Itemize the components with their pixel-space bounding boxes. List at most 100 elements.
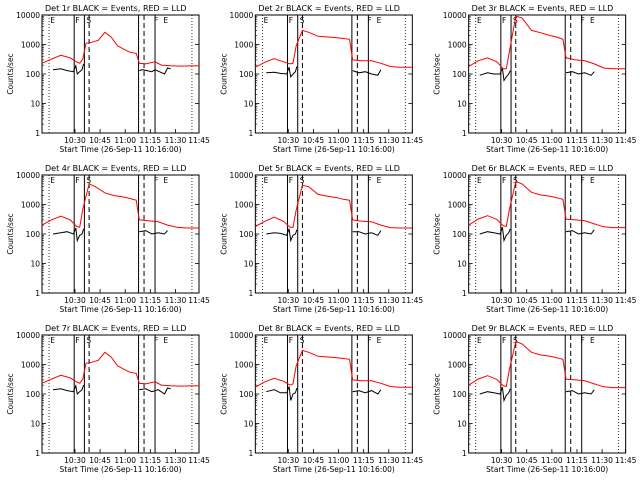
interval-marker-letter: S — [300, 176, 305, 185]
y-tick-label: 10 — [244, 100, 254, 109]
panel-title: Det 5r BLACK = Events, RED = LLD — [258, 164, 400, 173]
panel-det-2: Det 2r BLACK = Events, RED = LLD 1 10 100 10… — [219, 4, 423, 154]
interval-marker-letter: E — [163, 336, 168, 345]
y-tick-label: 1 — [35, 129, 40, 138]
plot-frame — [41, 334, 200, 454]
series-line-events — [479, 387, 595, 403]
y-tick-label: 10000 — [443, 171, 467, 180]
x-tick-label: 10:45 — [89, 456, 111, 465]
interval-marker-letter: E — [50, 336, 55, 345]
x-tick-label: 11:45 — [615, 296, 637, 305]
x-tick-label: 10:30 — [64, 456, 86, 465]
x-tick-label: 10:30 — [64, 296, 86, 305]
interval-marker-letter: S — [86, 16, 91, 25]
y-axis-title: Counts/sec — [433, 373, 442, 414]
x-axis-title: Start Time (26-Sep-11 10:16:00) — [60, 305, 182, 314]
panel-det-7: Det 7r BLACK = Events, RED = LLD 1 10 100 10… — [6, 324, 210, 474]
y-tick-label: 1 — [35, 289, 40, 298]
y-axis-title: Counts/sec — [6, 53, 15, 94]
interval-marker-letter: F — [289, 16, 293, 25]
interval-marker-letter: F — [581, 16, 585, 25]
series-line-lld — [468, 180, 626, 229]
y-axis-title: Counts/sec — [433, 213, 442, 254]
y-tick-label: 1000 — [234, 201, 253, 210]
y-tick-label: 10 — [457, 260, 467, 269]
y-tick-label: 1000 — [234, 41, 253, 50]
x-tick-label: 11:45 — [402, 296, 424, 305]
x-tick-label: 11:15 — [566, 136, 588, 145]
x-tick-label: 10:45 — [516, 296, 538, 305]
interval-marker-letter: E — [163, 176, 168, 185]
interval-marker-letter: F — [154, 16, 158, 25]
y-tick-label: 1000 — [21, 361, 40, 370]
y-tick-label: 10 — [457, 420, 467, 429]
series-line-events — [266, 386, 382, 401]
y-tick-label: 1 — [462, 129, 467, 138]
series-line-events — [266, 66, 382, 79]
y-tick-label: 100 — [26, 230, 41, 239]
y-tick-label: 10000 — [229, 331, 253, 340]
y-tick-label: 10000 — [443, 331, 467, 340]
y-tick-label: 100 — [26, 70, 41, 79]
x-axis-title: Start Time (26-Sep-11 10:16:00) — [273, 465, 395, 474]
x-tick-label: 11:15 — [140, 456, 162, 465]
series-line-lld — [468, 340, 626, 389]
interval-marker-letter: E — [264, 176, 269, 185]
y-tick-label: 10000 — [229, 171, 253, 180]
series-line-events — [52, 384, 171, 396]
y-tick-label: 1000 — [21, 201, 40, 210]
x-tick-label: 11:30 — [591, 136, 613, 145]
x-tick-label: 11:30 — [591, 456, 613, 465]
panel-det-6: Det 6r BLACK = Events, RED = LLD 1 10 100 10… — [433, 164, 637, 314]
interval-marker-letter: S — [513, 176, 518, 185]
series-line-events — [266, 228, 382, 243]
interval-marker-letter: F — [289, 336, 293, 345]
y-tick-label: 1000 — [448, 361, 467, 370]
y-axis-title: Counts/sec — [6, 373, 15, 414]
y-tick-label: 1000 — [448, 201, 467, 210]
panel-title: Det 4r BLACK = Events, RED = LLD — [45, 164, 187, 173]
plot-frame — [254, 174, 413, 294]
y-axis-title: Counts/sec — [433, 53, 442, 94]
interval-marker-letter: F — [289, 176, 293, 185]
x-axis-title: Start Time (26-Sep-11 10:16:00) — [273, 305, 395, 314]
plot-frame — [254, 334, 413, 454]
y-tick-label: 1 — [249, 129, 254, 138]
interval-marker-letter: F — [581, 176, 585, 185]
panel-det-3: Det 3r BLACK = Events, RED = LLD 1 10 100 10… — [433, 4, 637, 154]
plot-frame — [254, 14, 413, 134]
x-tick-label: 10:45 — [89, 136, 111, 145]
interval-marker-letter: F — [154, 336, 158, 345]
x-tick-label: 11:45 — [188, 456, 210, 465]
x-tick-label: 11:15 — [353, 136, 375, 145]
x-tick-label: 10:30 — [277, 296, 299, 305]
series-line-events — [52, 63, 171, 76]
x-tick-label: 11:45 — [402, 136, 424, 145]
y-tick-label: 10000 — [16, 331, 40, 340]
series-line-lld — [255, 184, 413, 229]
series-line-lld — [468, 15, 626, 70]
interval-marker-letter: F — [75, 336, 79, 345]
series-line-events — [52, 227, 168, 243]
interval-marker-letter: E — [477, 16, 482, 25]
y-tick-label: 10000 — [16, 11, 40, 20]
x-tick-label: 11:00 — [541, 296, 563, 305]
y-tick-label: 1 — [249, 449, 254, 458]
interval-marker-letter: E — [590, 176, 595, 185]
x-tick-label: 10:30 — [491, 296, 513, 305]
plot-frame — [468, 334, 627, 454]
interval-marker-letter: S — [86, 336, 91, 345]
y-tick-label: 100 — [239, 230, 254, 239]
interval-marker-letter: S — [513, 16, 518, 25]
x-tick-label: 11:45 — [188, 136, 210, 145]
y-tick-label: 1 — [249, 289, 254, 298]
x-axis-title: Start Time (26-Sep-11 10:16:00) — [486, 465, 608, 474]
series-line-lld — [41, 183, 199, 229]
panel-title: Det 9r BLACK = Events, RED = LLD — [472, 324, 614, 333]
y-tick-label: 10000 — [229, 11, 253, 20]
x-tick-label: 10:45 — [516, 136, 538, 145]
x-tick-label: 10:45 — [516, 456, 538, 465]
x-tick-label: 11:15 — [566, 456, 588, 465]
interval-marker-letter: F — [581, 336, 585, 345]
